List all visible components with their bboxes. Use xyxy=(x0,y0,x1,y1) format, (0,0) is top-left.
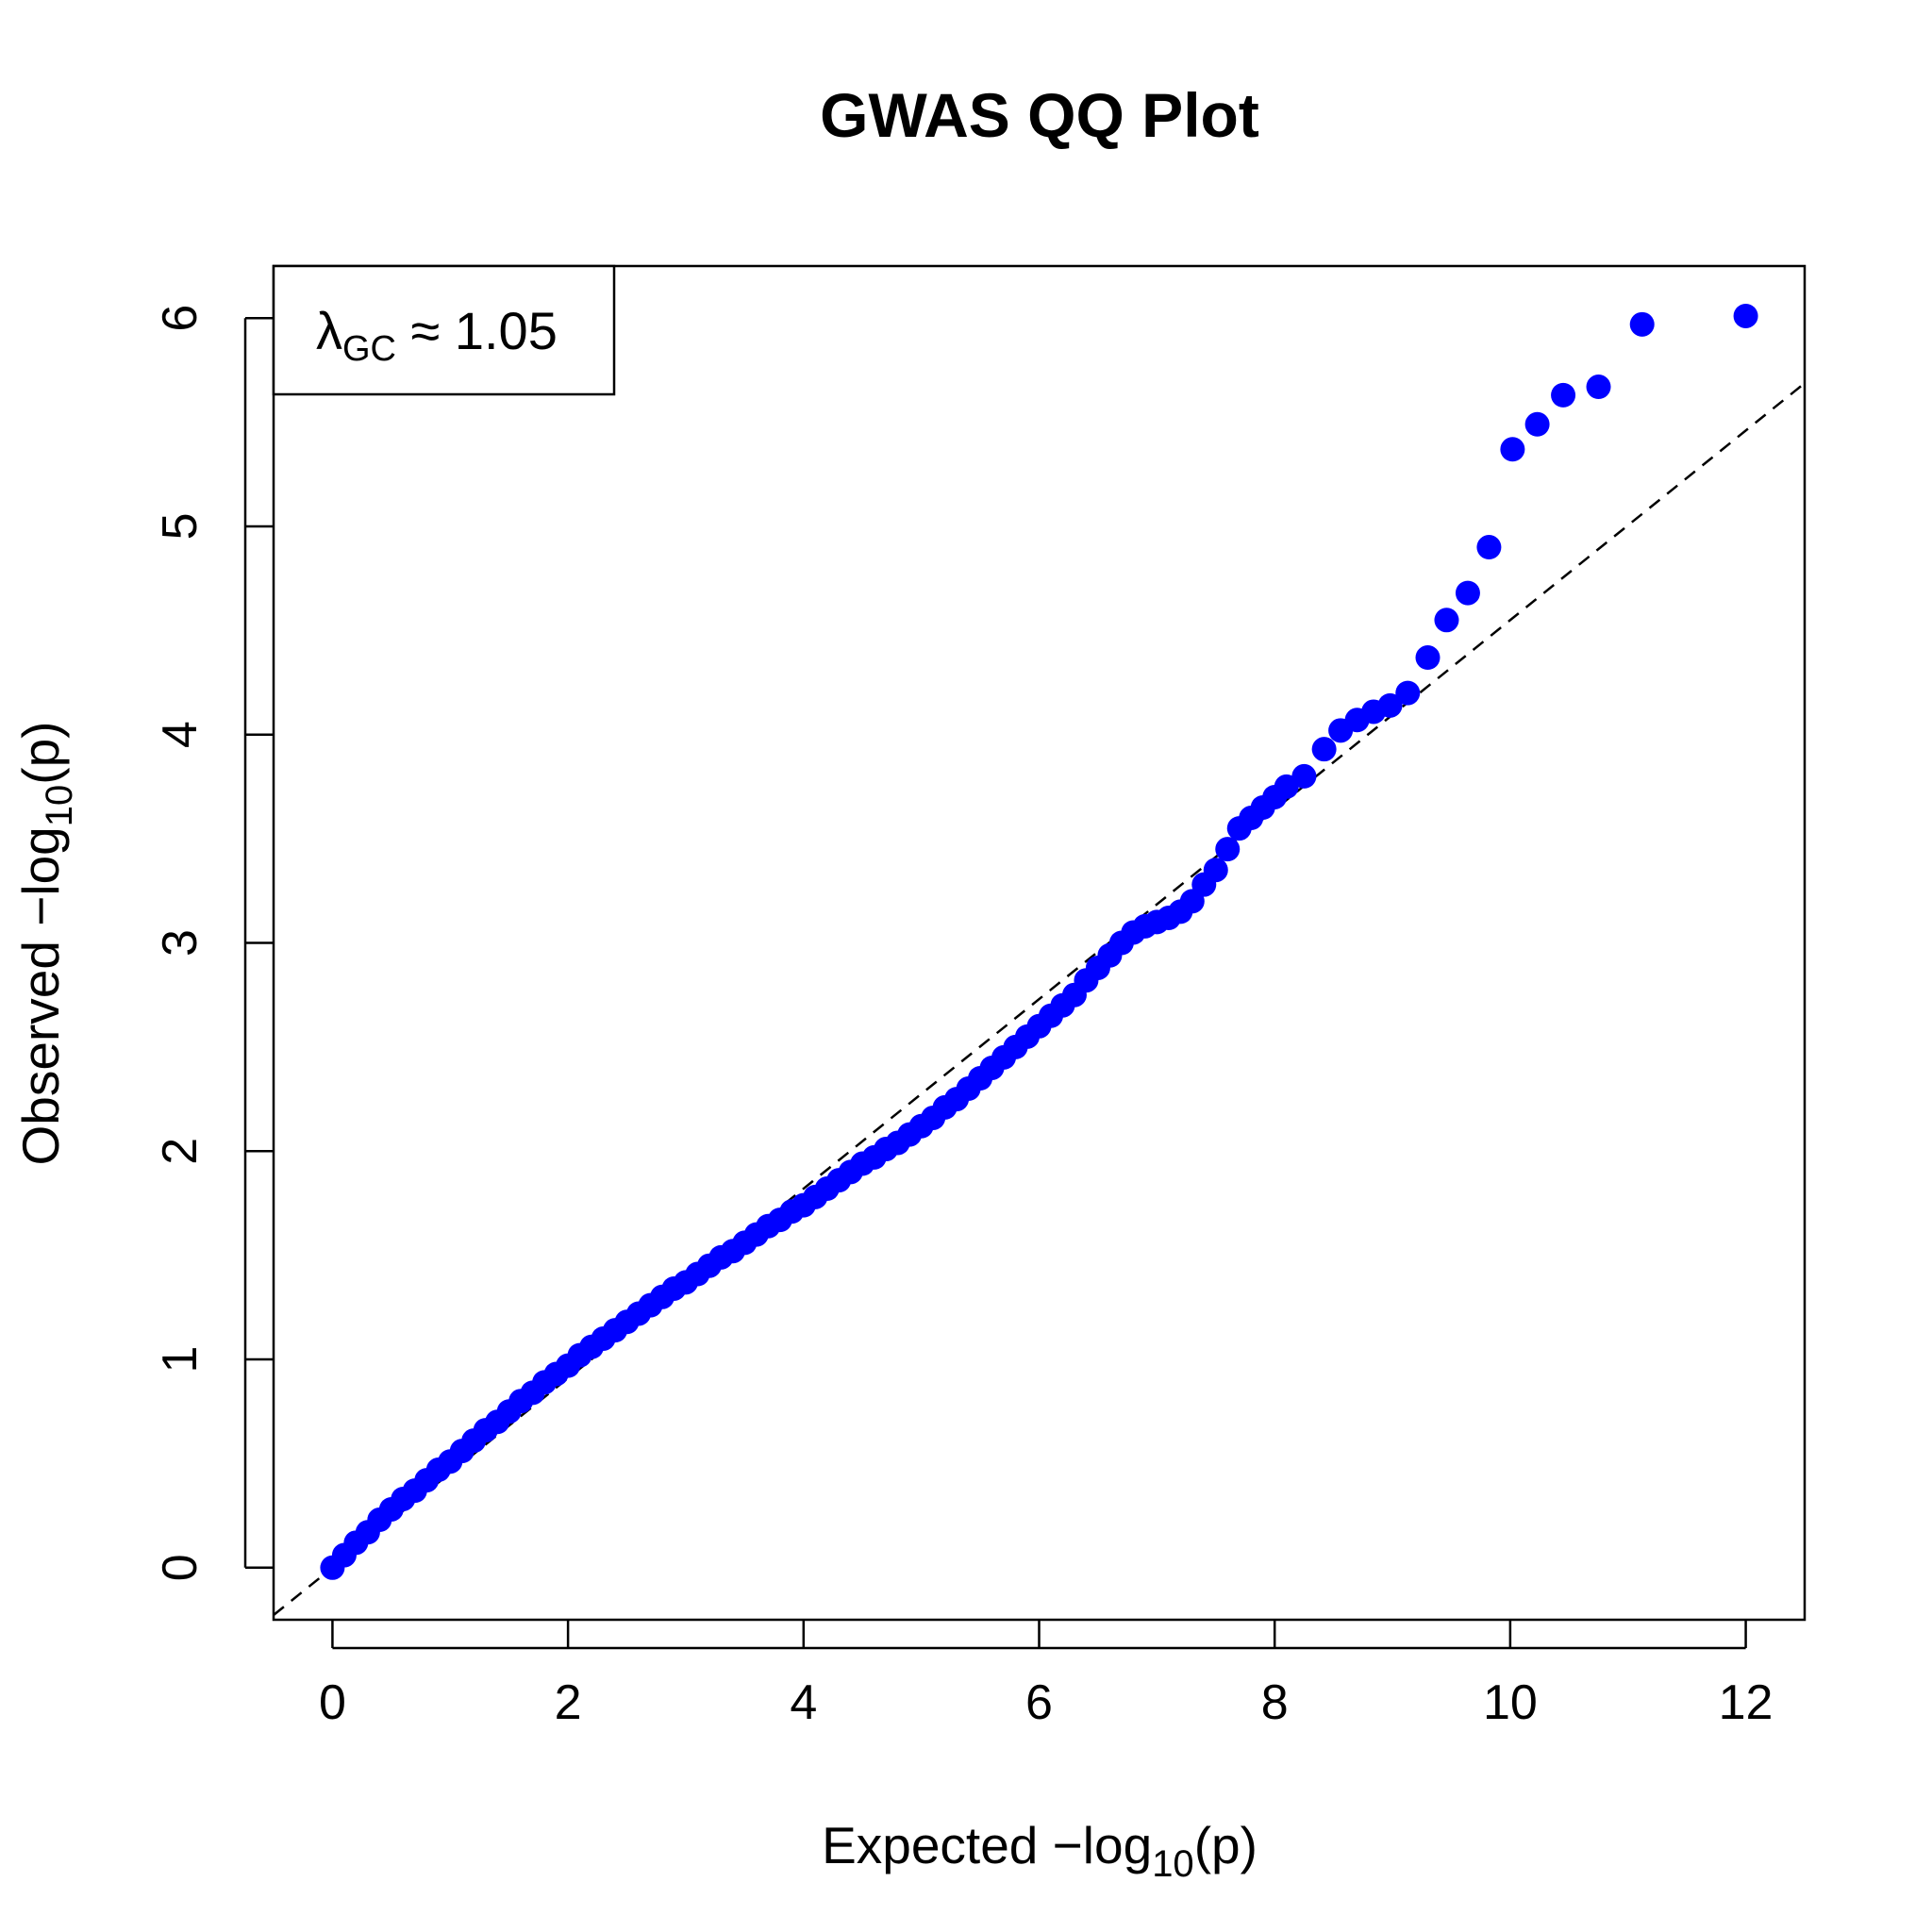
y-axis: 0 1 2 3 4 5 6 xyxy=(153,305,274,1581)
chart-title: GWAS QQ Plot xyxy=(820,80,1259,150)
y-tick-label: 5 xyxy=(153,513,208,541)
x-axis-label-subscript: 10 xyxy=(1152,1843,1194,1885)
legend: λGC ≈ 1.05 xyxy=(272,264,616,396)
data-point xyxy=(1215,837,1241,862)
x-tick-label: 8 xyxy=(1261,1675,1289,1730)
y-axis-label: Observed −log10(p) xyxy=(11,722,80,1166)
y-axis-label-suffix: (p) xyxy=(11,722,70,785)
x-tick-label: 12 xyxy=(1719,1675,1774,1730)
y-axis-label-subscript: 10 xyxy=(39,785,80,827)
data-point xyxy=(1629,311,1655,337)
legend-lambda: λ xyxy=(316,301,342,360)
x-axis-label-prefix: Expected −log xyxy=(822,1816,1152,1874)
x-tick-label: 0 xyxy=(319,1675,346,1730)
data-point xyxy=(1733,303,1758,328)
y-axis-label-prefix: Observed −log xyxy=(11,826,70,1165)
legend-label: λGC ≈ 1.05 xyxy=(316,301,558,369)
data-point xyxy=(1551,382,1576,408)
data-point xyxy=(1311,737,1337,762)
data-point xyxy=(1434,608,1459,633)
y-tick-label: 1 xyxy=(153,1346,208,1374)
x-tick-label: 10 xyxy=(1483,1675,1538,1730)
points-layer xyxy=(320,303,1758,1580)
data-point xyxy=(1377,692,1403,718)
x-tick-label: 6 xyxy=(1025,1675,1053,1730)
data-point xyxy=(1395,680,1421,706)
x-tick-label: 4 xyxy=(790,1675,817,1730)
x-axis-label: Expected −log10(p) xyxy=(822,1816,1257,1885)
data-point xyxy=(1586,375,1611,400)
y-tick-label: 3 xyxy=(153,929,208,957)
data-point xyxy=(1500,437,1525,462)
legend-value: ≈ 1.05 xyxy=(396,301,558,360)
data-point xyxy=(1455,580,1480,606)
x-axis: 0 2 4 6 8 10 12 xyxy=(319,1620,1774,1730)
data-point xyxy=(1274,774,1299,799)
legend-subscript: GC xyxy=(342,329,396,369)
data-point xyxy=(1291,763,1317,789)
data-point xyxy=(1415,645,1441,671)
y-tick-label: 6 xyxy=(153,305,208,332)
x-axis-label-suffix: (p) xyxy=(1194,1816,1257,1874)
y-tick-label: 0 xyxy=(153,1554,208,1581)
y-tick-label: 2 xyxy=(153,1138,208,1165)
data-point xyxy=(1203,858,1228,883)
legend-box xyxy=(272,264,616,396)
data-point xyxy=(1524,411,1550,437)
y-tick-label: 4 xyxy=(153,721,208,748)
data-point xyxy=(1476,535,1502,560)
x-tick-label: 2 xyxy=(555,1675,582,1730)
